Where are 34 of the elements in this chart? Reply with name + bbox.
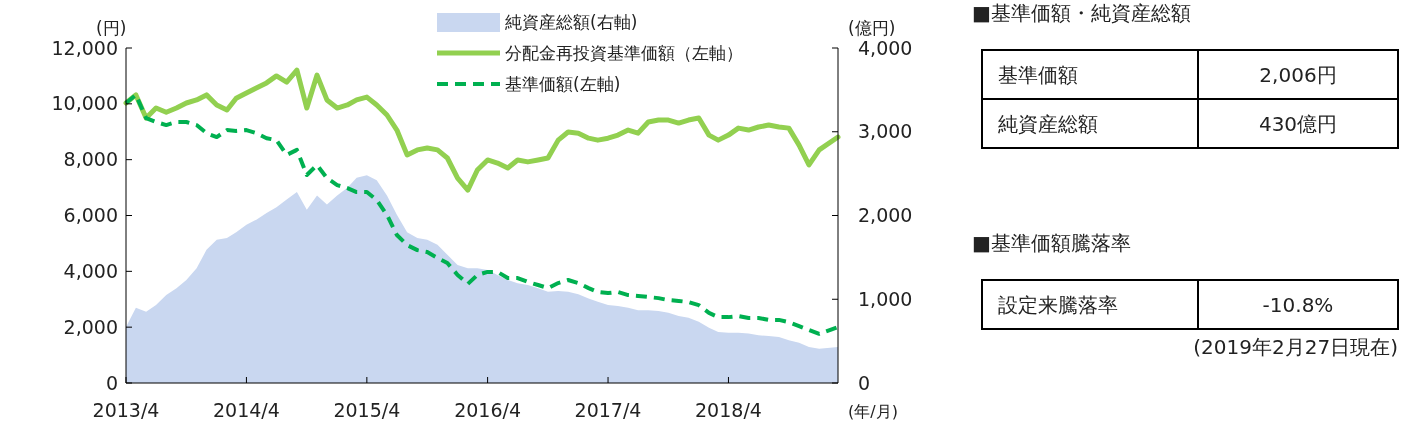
y-axis-title: (円) bbox=[96, 18, 127, 38]
y-tick-label: 10,000 bbox=[51, 92, 118, 115]
text: ■基準価額・純資産総額 bbox=[972, 1, 1191, 25]
category-label: 設定来騰落率 bbox=[998, 292, 1118, 317]
y2-tick-label: 2,000 bbox=[858, 204, 913, 227]
y2-tick-label: 3,000 bbox=[858, 120, 913, 143]
x-tick-label: 2018/4 bbox=[695, 399, 762, 421]
legend-label: 分配金再投資基準価額（左軸） bbox=[505, 42, 743, 63]
y-tick-label: 6,000 bbox=[63, 204, 118, 227]
y2-tick-label: 0 bbox=[858, 371, 871, 394]
y2-tick-label: 1,000 bbox=[858, 287, 913, 310]
text: ■基準価額騰落率 bbox=[972, 231, 1131, 255]
y-tick-label: 2,000 bbox=[63, 315, 118, 338]
y-tick-label: 12,000 bbox=[51, 36, 118, 59]
text: (2019年2月27日現在) bbox=[1193, 335, 1398, 359]
category-label: 基準価額 bbox=[998, 62, 1078, 87]
y2-tick-label: 4,000 bbox=[858, 36, 913, 59]
x-tick-label: 2014/4 bbox=[213, 399, 280, 421]
category-label: 純資産総額 bbox=[998, 111, 1098, 136]
text: 2,006円 bbox=[1259, 62, 1337, 87]
x-tick-label: 2013/4 bbox=[92, 399, 160, 421]
text: 430億円 bbox=[1258, 111, 1338, 136]
y-tick-label: 8,000 bbox=[63, 148, 118, 171]
x-axis-title: (年/月) bbox=[848, 402, 898, 421]
legend-label: 基準価額(左軸) bbox=[505, 73, 621, 94]
x-tick-label: 2016/4 bbox=[454, 399, 522, 421]
text: -10.8% bbox=[1262, 292, 1334, 317]
x-tick-label: 2015/4 bbox=[333, 399, 401, 421]
x-tick-label: 2017/4 bbox=[574, 399, 642, 421]
legend-label: 純資産総額(右軸) bbox=[505, 11, 638, 32]
line-series bbox=[124, 92, 840, 336]
y-tick-label: 4,000 bbox=[63, 259, 118, 282]
y-tick-label: 0 bbox=[105, 371, 118, 394]
y2-axis-title: (億円) bbox=[848, 18, 896, 38]
